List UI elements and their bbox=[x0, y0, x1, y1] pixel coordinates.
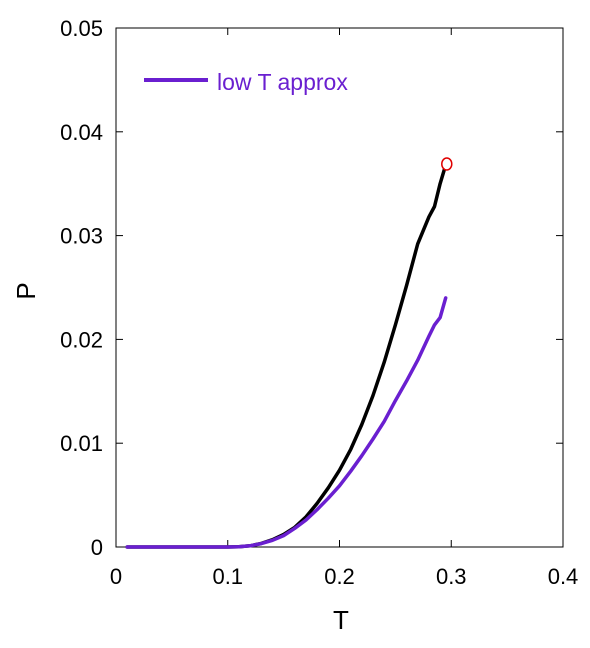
x-tick-label: 0.3 bbox=[436, 564, 467, 589]
x-tick-labels: 0 0.1 0.2 0.3 0.4 bbox=[110, 564, 578, 589]
y-tick-label: 0.02 bbox=[60, 327, 103, 352]
x-tick-label: 0.2 bbox=[324, 564, 355, 589]
y-tick-labels: 0 0.01 0.02 0.03 0.04 0.05 bbox=[60, 16, 103, 560]
point-markers bbox=[441, 157, 453, 171]
y-tick-label: 0.03 bbox=[60, 224, 103, 249]
x-axis-label: T bbox=[333, 605, 349, 635]
axis-ticks bbox=[115, 27, 564, 548]
y-axis-label: P bbox=[11, 282, 41, 299]
x-tick-label: 0.1 bbox=[212, 564, 243, 589]
y-tick-label: 0.05 bbox=[60, 16, 103, 41]
endpoint-marker bbox=[441, 157, 453, 171]
y-tick-label: 0.04 bbox=[60, 120, 103, 145]
y-tick-label: 0 bbox=[91, 535, 103, 560]
y-tick-label: 0.01 bbox=[60, 431, 103, 456]
plot-area bbox=[115, 27, 564, 548]
series-line-low-t-approx bbox=[125, 296, 448, 549]
series-lines bbox=[125, 163, 448, 549]
legend: low T approx bbox=[144, 69, 348, 95]
legend-label: low T approx bbox=[217, 69, 348, 95]
x-tick-label: 0 bbox=[110, 564, 122, 589]
x-tick-label: 0.4 bbox=[548, 564, 579, 589]
